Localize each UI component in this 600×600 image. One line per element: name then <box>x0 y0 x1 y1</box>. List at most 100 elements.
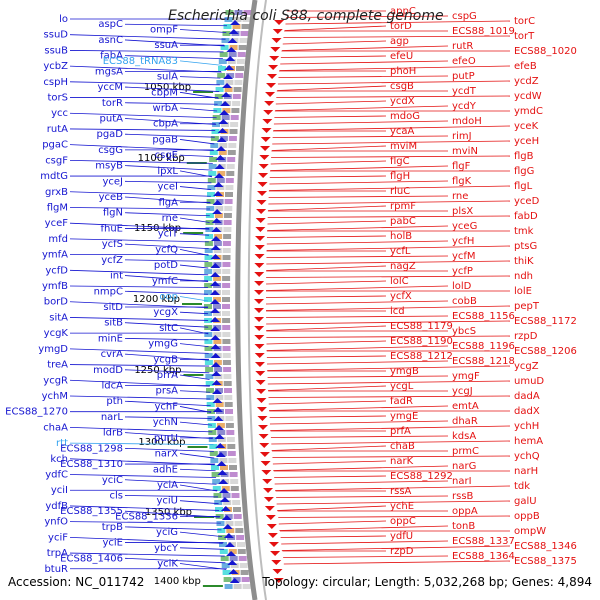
minus-strand-arrow <box>257 182 268 187</box>
minus-strand-arrow <box>264 101 275 106</box>
feature-band <box>222 353 231 358</box>
feature-band <box>211 472 220 477</box>
minus-strand-arrow <box>264 506 275 511</box>
left-leader-line <box>179 139 215 145</box>
feature-band <box>221 486 230 491</box>
minus-strand-arrow <box>254 308 265 313</box>
feature-band <box>226 528 235 533</box>
right-gene-label: prmC <box>452 446 479 457</box>
left-leader-line <box>69 395 211 400</box>
plus-strand-arrow <box>212 398 223 403</box>
left-leader-line <box>179 186 212 190</box>
plus-strand-arrow <box>222 524 233 529</box>
right-gene-label: ycdY <box>452 101 477 112</box>
minus-strand-arrow <box>270 551 281 556</box>
left-gene-label: fhuE <box>100 223 123 234</box>
feature-band <box>228 549 237 554</box>
feature-band <box>207 185 216 190</box>
right-gene-label: ECS88_1375 <box>514 556 577 567</box>
left-gene-label: yciF <box>48 532 68 543</box>
right-leader-line <box>269 180 449 185</box>
minus-strand-arrow <box>257 191 268 196</box>
minus-strand-arrow <box>255 218 266 223</box>
feature-band <box>213 248 222 253</box>
plus-strand-arrow <box>213 416 224 421</box>
right-leader-line <box>280 55 387 58</box>
right-leader-line <box>270 165 449 171</box>
accession-text: Accession: NC_011742 <box>8 575 145 589</box>
feature-band <box>204 269 213 274</box>
right-leader-line <box>280 60 449 65</box>
feature-band <box>240 570 249 575</box>
left-leader-line <box>124 322 209 328</box>
feature-band <box>228 52 237 57</box>
left-leader-line <box>179 468 216 472</box>
feature-band <box>241 24 250 29</box>
feature-band <box>226 430 235 435</box>
plus-strand-arrow <box>214 164 225 169</box>
plus-strand-arrow <box>221 92 232 97</box>
feature-band <box>214 500 223 505</box>
minus-strand-arrow <box>254 353 265 358</box>
feature-band <box>205 227 214 232</box>
left-leader-line <box>179 76 221 79</box>
left-gene-label: ynfO <box>44 517 68 528</box>
right-leader-line <box>266 245 511 251</box>
left-gene-label: ycgX <box>153 307 178 318</box>
feature-band <box>223 367 232 372</box>
plus-strand-arrow <box>210 290 221 295</box>
feature-band <box>235 73 244 78</box>
right-leader-line <box>274 480 449 485</box>
feature-band <box>222 304 230 309</box>
right-leader-line <box>266 255 449 258</box>
right-leader-line <box>272 140 511 145</box>
right-leader-line <box>269 405 449 411</box>
feature-band <box>205 374 214 379</box>
right-leader-line <box>283 560 511 565</box>
right-gene-label: ycdT <box>452 86 477 97</box>
right-gene-label: rutR <box>452 41 473 52</box>
left-gene-label: torS <box>48 93 69 104</box>
minus-strand-arrow <box>259 155 270 160</box>
feature-band <box>205 381 214 386</box>
feature-band <box>225 423 234 428</box>
feature-band <box>204 262 213 267</box>
left-leader-line <box>179 60 223 66</box>
feature-band <box>230 122 239 127</box>
minus-strand-arrow <box>256 200 267 205</box>
plus-strand-arrow <box>213 182 224 187</box>
feature-band <box>210 458 219 463</box>
left-gene-label: ychM <box>42 391 68 402</box>
right-leader-line <box>285 20 511 25</box>
feature-band <box>222 283 231 288</box>
right-gene-label: mviM <box>390 141 417 152</box>
plus-strand-arrow <box>210 263 221 268</box>
minus-strand-arrow <box>254 281 265 286</box>
minus-strand-arrow <box>259 452 270 457</box>
plus-strand-arrow <box>210 299 221 304</box>
right-gene-label: galU <box>514 496 537 507</box>
feature-band <box>213 360 222 365</box>
left-gene-label: int <box>110 271 123 282</box>
right-leader-line <box>267 365 511 371</box>
left-gene-label: yciK <box>157 559 178 570</box>
left-gene-label: nmpC <box>94 286 123 297</box>
minus-strand-arrow <box>262 119 273 124</box>
feature-band <box>227 59 236 64</box>
left-gene-label: yccM <box>97 82 123 93</box>
feature-band <box>225 178 234 183</box>
minus-strand-arrow <box>256 398 267 403</box>
minus-strand-arrow <box>255 371 266 376</box>
right-gene-label: ychQ <box>514 451 540 462</box>
minus-strand-arrow <box>274 20 285 25</box>
feature-band <box>243 10 252 15</box>
feature-band <box>242 584 251 589</box>
minus-strand-arrow <box>258 173 269 178</box>
plus-strand-arrow <box>219 110 230 115</box>
feature-band <box>222 570 231 575</box>
left-gene-label: ldrB <box>103 428 123 439</box>
left-gene-label: kch <box>50 454 68 465</box>
right-leader-line <box>266 265 387 271</box>
left-leader-line <box>124 557 226 564</box>
left-gene-label: yceB <box>99 192 124 203</box>
